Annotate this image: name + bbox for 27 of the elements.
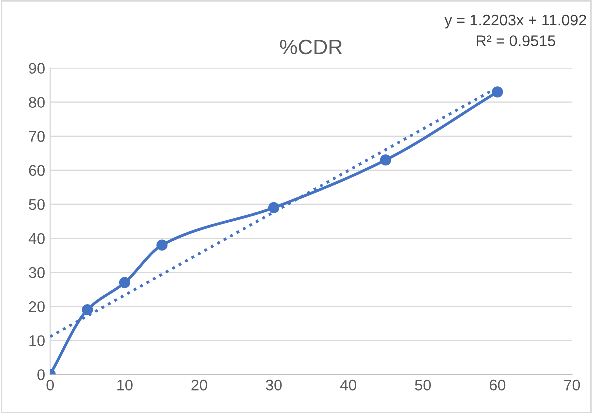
- x-tick-label: 0: [46, 380, 54, 391]
- x-tick-label: 20: [192, 380, 208, 391]
- x-tick-label: 60: [490, 380, 506, 391]
- y-tick-label: 0: [38, 370, 45, 380]
- point: [82, 304, 94, 316]
- text: R² = 0.9515: [477, 36, 556, 46]
- x-tick-label: 10: [118, 380, 133, 391]
- y-tick-label: 50: [29, 199, 45, 210]
- y-tick-label: 90: [29, 63, 45, 74]
- point: [268, 202, 280, 214]
- point: [119, 277, 131, 288]
- point: [380, 154, 392, 166]
- x-tick-label: 30: [266, 380, 282, 391]
- text: y = 1.2203x + 11.092: [444, 14, 586, 29]
- point: [156, 240, 168, 251]
- y-tick-label: 30: [29, 267, 45, 278]
- point: [492, 86, 504, 98]
- x-tick-label: 40: [340, 380, 356, 391]
- y-tick-label: 20: [29, 301, 45, 312]
- x-tick-label: 70: [564, 380, 580, 391]
- chart-title: %CDR: [280, 40, 342, 55]
- y-tick-label: 40: [28, 233, 45, 244]
- y-tick-label: 80: [29, 97, 45, 108]
- y-tick-label: 70: [29, 131, 45, 142]
- y-tick-label: 10: [30, 336, 45, 346]
- y-tick-label: 60: [29, 165, 45, 176]
- x-tick-label: 50: [415, 380, 432, 391]
